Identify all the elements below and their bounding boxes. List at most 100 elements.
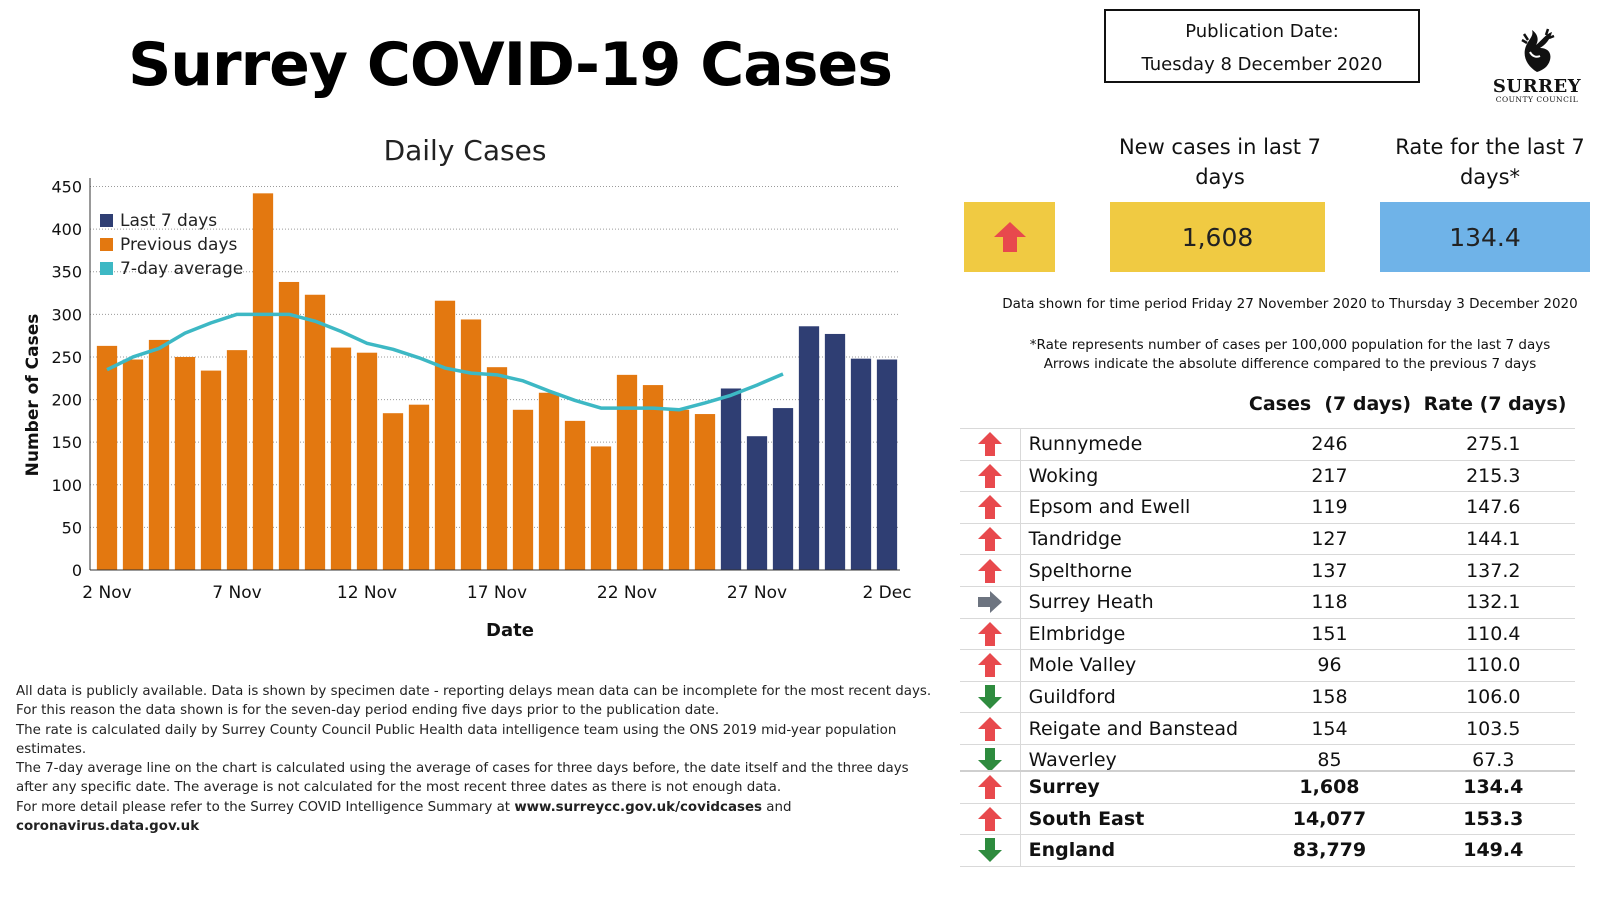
area-cases: 1,608	[1299, 776, 1360, 799]
y-tick-label: 450	[51, 178, 82, 197]
legend-label: Last 7 days	[120, 211, 217, 231]
coronavirus-data-link[interactable]: coronavirus.data.gov.uk	[16, 819, 200, 835]
table-row: Surrey Heath 118 132.1	[960, 585, 1575, 618]
area-cases: 118	[1311, 591, 1348, 614]
bar	[96, 345, 118, 570]
x-tick-label: 12 Nov	[337, 583, 397, 603]
table-row: England 83,779 149.4	[960, 834, 1575, 867]
area-name: Reigate and Banstead	[1028, 717, 1239, 740]
new-cases-heading: New cases in last 7 days	[1100, 132, 1340, 192]
bar	[876, 359, 898, 570]
publication-label: Publication Date:	[1185, 21, 1339, 42]
chart-average-line	[106, 312, 784, 412]
area-name: Epsom and Ewell	[1028, 496, 1191, 519]
footnotes: All data is publicly available. Data is …	[16, 682, 936, 836]
rate-note-line2: Arrows indicate the absolute difference …	[1043, 356, 1537, 372]
page-title: Surrey COVID-19 Cases	[128, 30, 893, 100]
stag-emblem-icon	[1521, 28, 1555, 72]
area-cases: 14,077	[1292, 807, 1367, 830]
table-row: Runnymede 246 275.1	[960, 428, 1575, 460]
up-arrow-icon	[993, 222, 1026, 252]
area-name: Guildford	[1028, 686, 1116, 709]
footnote-line: The rate is calculated daily by Surrey C…	[16, 722, 897, 757]
bar	[720, 388, 742, 570]
table-row: Reigate and Banstead 154 103.5	[960, 712, 1575, 744]
x-tick-label: 2 Nov	[82, 583, 131, 603]
up-arrow-icon	[960, 555, 1021, 586]
area-rate: 110.4	[1466, 622, 1521, 645]
new-cases-value: 1,608	[1110, 202, 1325, 272]
publication-date-box: Publication Date: Tuesday 8 December 202…	[1104, 9, 1420, 83]
table-row: Tandridge 127 144.1	[960, 522, 1575, 555]
publication-date: Tuesday 8 December 2020	[1141, 54, 1383, 75]
x-tick-label: 2 Dec	[862, 583, 911, 603]
bar	[382, 413, 404, 570]
area-name: Surrey	[1028, 776, 1100, 799]
new-cases-heading-line2: days	[1195, 165, 1245, 189]
chart-grid	[90, 186, 900, 528]
area-name: Woking	[1028, 464, 1099, 487]
rate-heading-line2: days*	[1459, 165, 1521, 189]
bar	[850, 358, 872, 570]
bar	[460, 319, 482, 570]
area-rate: 103.5	[1466, 717, 1521, 740]
x-tick-label: 27 Nov	[727, 583, 787, 603]
up-arrow-icon	[960, 618, 1021, 650]
logo-subtitle: COUNTY COUNCIL	[1495, 95, 1579, 104]
y-tick-label: 100	[51, 476, 82, 495]
bar	[798, 326, 820, 570]
column-header-rate: Rate (7 days)	[1423, 393, 1567, 415]
area-rate: 132.1	[1466, 591, 1521, 614]
table-row: South East 14,077 153.3	[960, 802, 1575, 835]
footnote-line: The 7-day average line on the chart is c…	[16, 761, 909, 796]
trend-indicator	[964, 202, 1055, 272]
area-name: Mole Valley	[1028, 654, 1137, 677]
area-rate: 137.2	[1466, 559, 1521, 582]
table-row: Surrey 1,608 134.4	[960, 770, 1575, 803]
x-tick-label: 22 Nov	[597, 583, 657, 603]
period-note: Data shown for time period Friday 27 Nov…	[1002, 296, 1578, 312]
district-table: Runnymede 246 275.1 Woking 217 215.3 Epsom and…	[960, 428, 1575, 776]
surreycc-link[interactable]: www.surreycc.gov.uk/covidcases	[514, 799, 763, 815]
area-rate: 67.3	[1472, 749, 1515, 772]
area-rate: 153.3	[1463, 807, 1524, 830]
up-arrow-icon	[960, 429, 1021, 460]
area-name: Spelthorne	[1028, 559, 1133, 582]
rate-note: *Rate represents number of cases per 100…	[980, 336, 1600, 374]
area-rate: 215.3	[1466, 464, 1521, 487]
x-tick-label: 17 Nov	[467, 583, 527, 603]
area-name: Runnymede	[1028, 433, 1143, 456]
bar	[330, 347, 352, 570]
area-name: South East	[1028, 807, 1145, 830]
down-arrow-icon	[960, 835, 1021, 866]
area-cases: 217	[1311, 464, 1348, 487]
rate-value: 134.4	[1380, 202, 1590, 272]
bar	[434, 300, 456, 570]
table-row: Elmbridge 151 110.4	[960, 617, 1575, 650]
bar	[304, 294, 326, 570]
column-header-cases: Cases (7 days)	[1248, 393, 1412, 415]
y-tick-label: 50	[62, 518, 82, 537]
area-rate: 134.4	[1463, 776, 1524, 799]
table-row: Epsom and Ewell 119 147.6	[960, 491, 1575, 523]
area-rate: 149.4	[1463, 839, 1524, 862]
area-rate: 106.0	[1466, 686, 1521, 709]
area-name: Tandridge	[1028, 528, 1122, 551]
bar	[590, 446, 612, 570]
footnote-text: For more detail please refer to the Surr…	[16, 799, 515, 815]
legend-label: 7-day average	[120, 259, 243, 279]
right-arrow-icon	[960, 586, 1021, 618]
bar	[538, 392, 560, 570]
area-rate: 147.6	[1466, 496, 1521, 519]
bar	[408, 404, 430, 570]
down-arrow-icon	[960, 744, 1021, 776]
y-tick-label: 150	[51, 433, 82, 452]
footnote-line: For more detail please refer to the Surr…	[16, 798, 936, 837]
up-arrow-icon	[960, 460, 1021, 492]
table-row: Waverley 85 67.3	[960, 743, 1575, 776]
bar	[200, 370, 222, 570]
bar	[148, 339, 170, 570]
logo-wordmark: SURREY	[1492, 76, 1582, 97]
x-tick-label: 7 Nov	[212, 583, 261, 603]
bar	[772, 408, 794, 570]
